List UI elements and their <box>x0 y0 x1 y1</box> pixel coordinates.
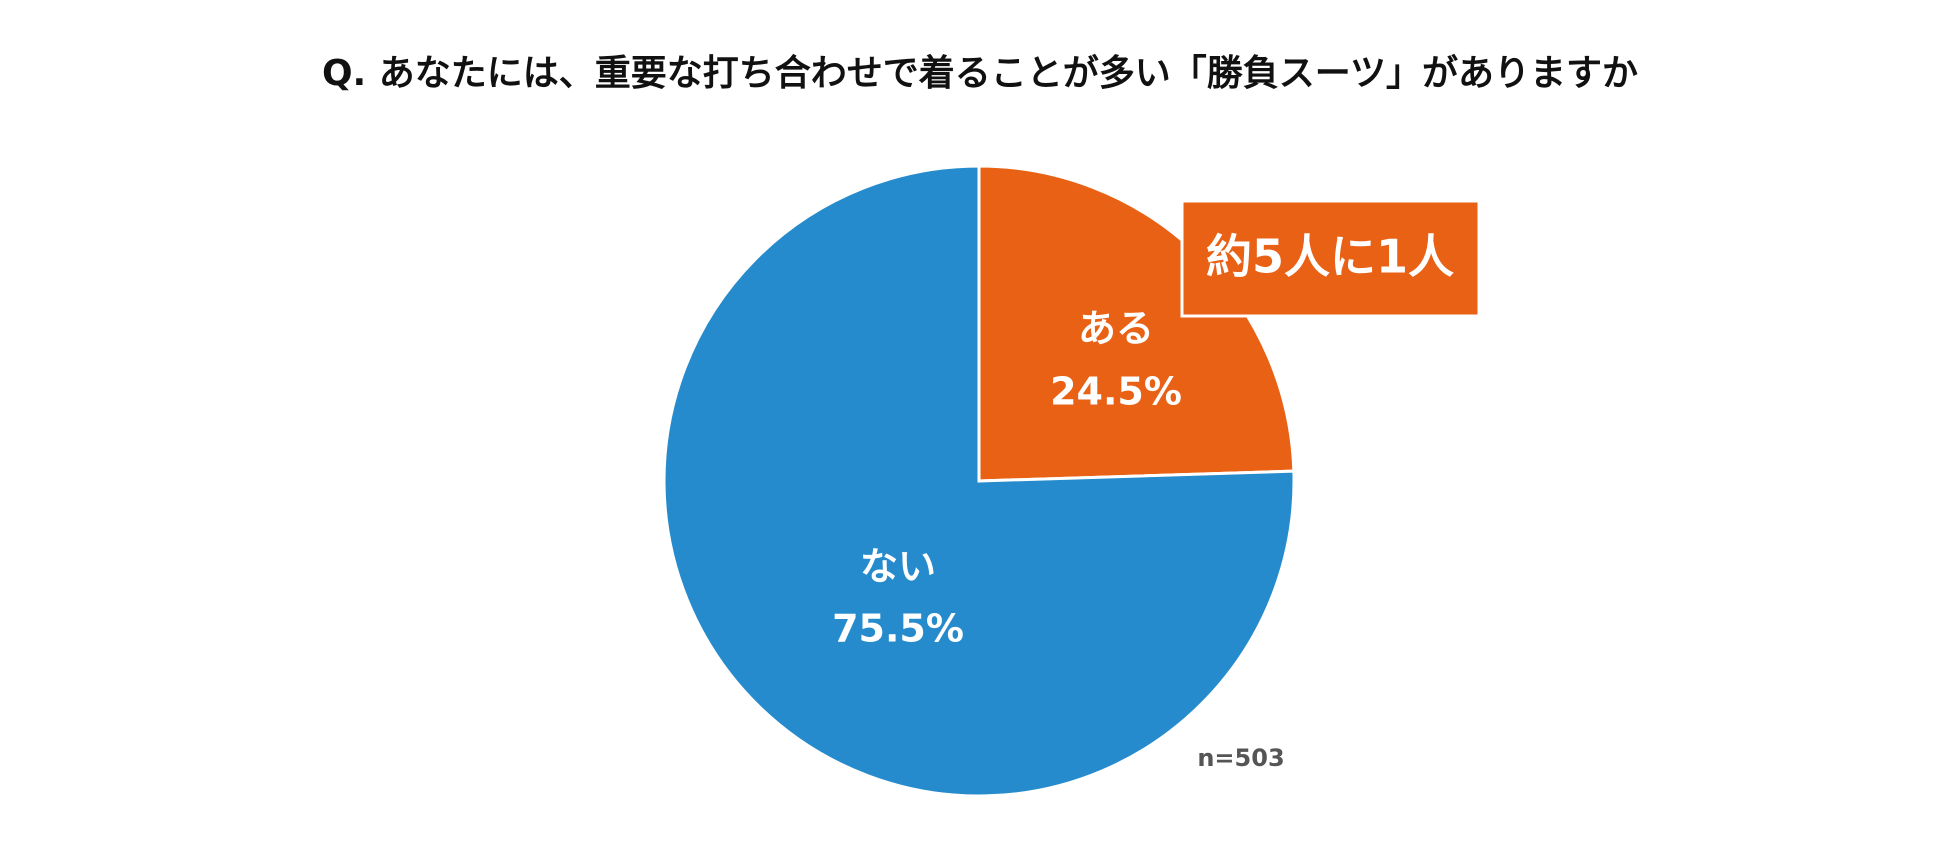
pie-slice <box>662 164 1296 798</box>
slice-value-label: 24.5% <box>1050 370 1182 414</box>
slice-category-label: ある <box>1078 307 1154 351</box>
slice-category-label: ない <box>860 545 936 589</box>
sample-size-note: n=503 <box>1197 744 1284 772</box>
callout-text: 約5人に1人 <box>1206 230 1454 284</box>
chart-title: Q. あなたには、重要な打ち合わせで着ることが多い「勝負スーツ」がありますか <box>322 53 1638 94</box>
slice-value-label: 75.5% <box>832 607 964 651</box>
callout-box <box>1180 199 1481 318</box>
